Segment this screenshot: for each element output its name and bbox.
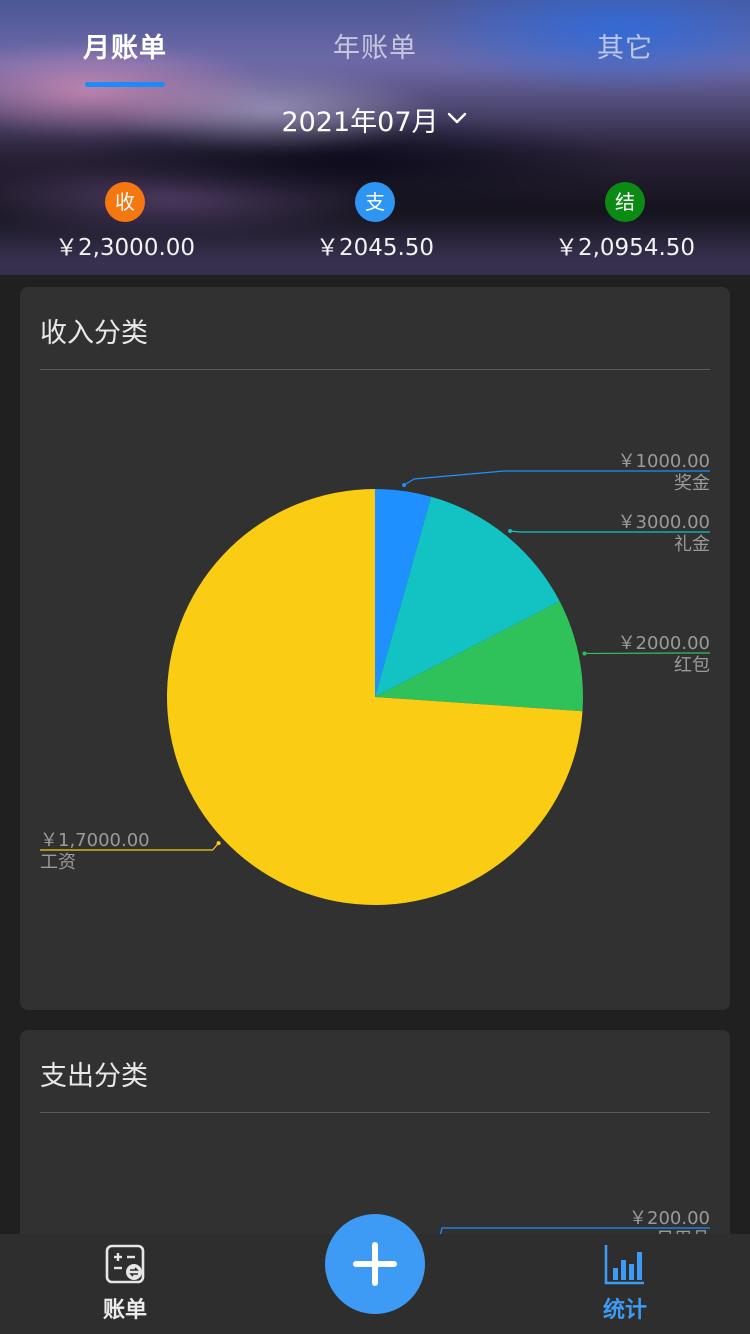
expense-total: ￥2045.50 bbox=[315, 235, 435, 261]
expense-label-value: ￥200.00 bbox=[629, 1208, 710, 1229]
bar-chart-icon bbox=[565, 1242, 685, 1290]
month-picker[interactable]: 2021年07月 bbox=[0, 100, 750, 139]
leader-line-3 bbox=[40, 842, 220, 851]
tab-other[interactable]: 其它 bbox=[597, 33, 653, 64]
pie-slice-2[interactable] bbox=[375, 601, 583, 712]
slice-category-label-1: 礼金 bbox=[674, 534, 710, 555]
income-badge: 收 bbox=[105, 182, 145, 222]
slice-category-label-3: 工资 bbox=[40, 852, 76, 873]
card-divider bbox=[40, 1112, 710, 1113]
slice-value-label-1: ￥3000.00 bbox=[618, 512, 710, 533]
tab-bar: 月账单 年账单 其它 bbox=[0, 0, 750, 95]
active-tab-indicator bbox=[85, 82, 165, 87]
balance-summary: 结 ￥2,0954.50 bbox=[500, 182, 750, 262]
pie-slice-0[interactable] bbox=[375, 489, 432, 697]
income-total: ￥2,3000.00 bbox=[54, 235, 196, 261]
pie-slice-1[interactable] bbox=[375, 496, 560, 697]
expense-summary: 支 ￥2045.50 bbox=[250, 182, 500, 262]
nav-bills-label: 账单 bbox=[102, 1298, 147, 1323]
slice-value-label-3: ￥1,7000.00 bbox=[40, 830, 150, 851]
slice-value-label-0: ￥1000.00 bbox=[618, 451, 710, 472]
slice-value-label-2: ￥2000.00 bbox=[618, 633, 710, 654]
selected-month: 2021年07月 bbox=[281, 107, 439, 138]
slice-category-label-2: 红包 bbox=[674, 655, 710, 676]
expense-category-title: 支出分类 bbox=[40, 1061, 148, 1092]
leader-line-1 bbox=[509, 530, 710, 533]
balance-badge: 结 bbox=[605, 182, 645, 222]
income-category-card: 收入分类 ￥1000.00 奖金 ￥3000.00 礼金 ￥2000.00 红包 ￥1,70… bbox=[20, 287, 730, 1010]
tab-monthly-bill[interactable]: 月账单 bbox=[83, 33, 167, 64]
add-bill-button[interactable] bbox=[325, 1214, 425, 1314]
header-background-image bbox=[0, 0, 750, 275]
tab-yearly-bill[interactable]: 年账单 bbox=[333, 33, 417, 64]
expense-badge: 支 bbox=[355, 182, 395, 222]
nav-statistics-label: 统计 bbox=[602, 1298, 647, 1323]
slice-category-label-0: 奖金 bbox=[674, 473, 710, 494]
balance-total: ￥2,0954.50 bbox=[554, 235, 696, 261]
expense-label-leader-line bbox=[439, 1227, 710, 1237]
card-divider bbox=[40, 369, 710, 370]
income-summary: 收 ￥2,3000.00 bbox=[0, 182, 250, 262]
pie-slice-3[interactable] bbox=[166, 489, 583, 905]
bill-calculator-icon bbox=[65, 1242, 185, 1290]
monthly-summary: 收 ￥2,3000.00 支 ￥2045.50 结 ￥2,0954.50 bbox=[0, 182, 750, 262]
income-category-title: 收入分类 bbox=[40, 318, 148, 349]
nav-statistics[interactable]: 统计 bbox=[565, 1242, 685, 1324]
plus-icon bbox=[353, 1242, 397, 1286]
header: 月账单 年账单 其它 2021年07月 收 ￥2,3000.00 支 ￥2045… bbox=[0, 0, 750, 275]
leader-line-0 bbox=[403, 470, 710, 486]
chevron-down-icon bbox=[445, 106, 469, 137]
nav-bills[interactable]: 账单 bbox=[65, 1242, 185, 1324]
